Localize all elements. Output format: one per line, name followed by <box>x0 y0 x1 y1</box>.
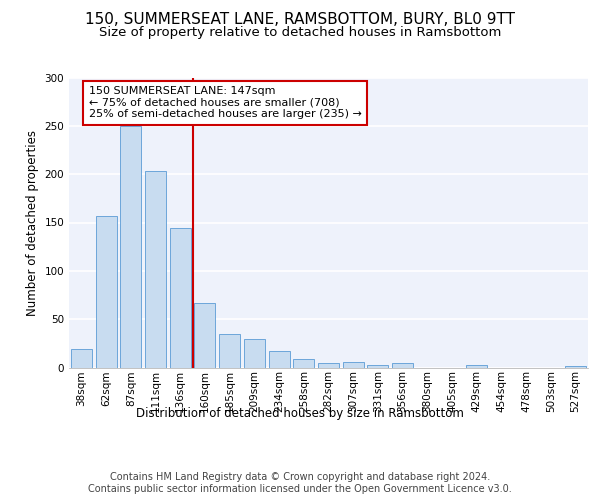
Bar <box>466 364 487 368</box>
Text: Contains HM Land Registry data © Crown copyright and database right 2024.
Contai: Contains HM Land Registry data © Crown c… <box>88 472 512 494</box>
Bar <box>145 172 166 368</box>
Bar <box>343 362 364 368</box>
Bar <box>565 366 586 368</box>
Bar <box>367 364 388 368</box>
Bar <box>71 349 92 368</box>
Text: Size of property relative to detached houses in Ramsbottom: Size of property relative to detached ho… <box>99 26 501 39</box>
Bar <box>95 216 116 368</box>
Bar <box>120 126 141 368</box>
Text: 150 SUMMERSEAT LANE: 147sqm
← 75% of detached houses are smaller (708)
25% of se: 150 SUMMERSEAT LANE: 147sqm ← 75% of det… <box>89 86 362 120</box>
Bar <box>318 362 339 368</box>
Bar <box>269 351 290 368</box>
Bar <box>244 340 265 367</box>
Bar <box>170 228 191 368</box>
Text: Distribution of detached houses by size in Ramsbottom: Distribution of detached houses by size … <box>136 408 464 420</box>
Y-axis label: Number of detached properties: Number of detached properties <box>26 130 39 316</box>
Text: 150, SUMMERSEAT LANE, RAMSBOTTOM, BURY, BL0 9TT: 150, SUMMERSEAT LANE, RAMSBOTTOM, BURY, … <box>85 12 515 28</box>
Bar <box>194 302 215 368</box>
Bar <box>293 359 314 368</box>
Bar <box>392 362 413 368</box>
Bar <box>219 334 240 368</box>
